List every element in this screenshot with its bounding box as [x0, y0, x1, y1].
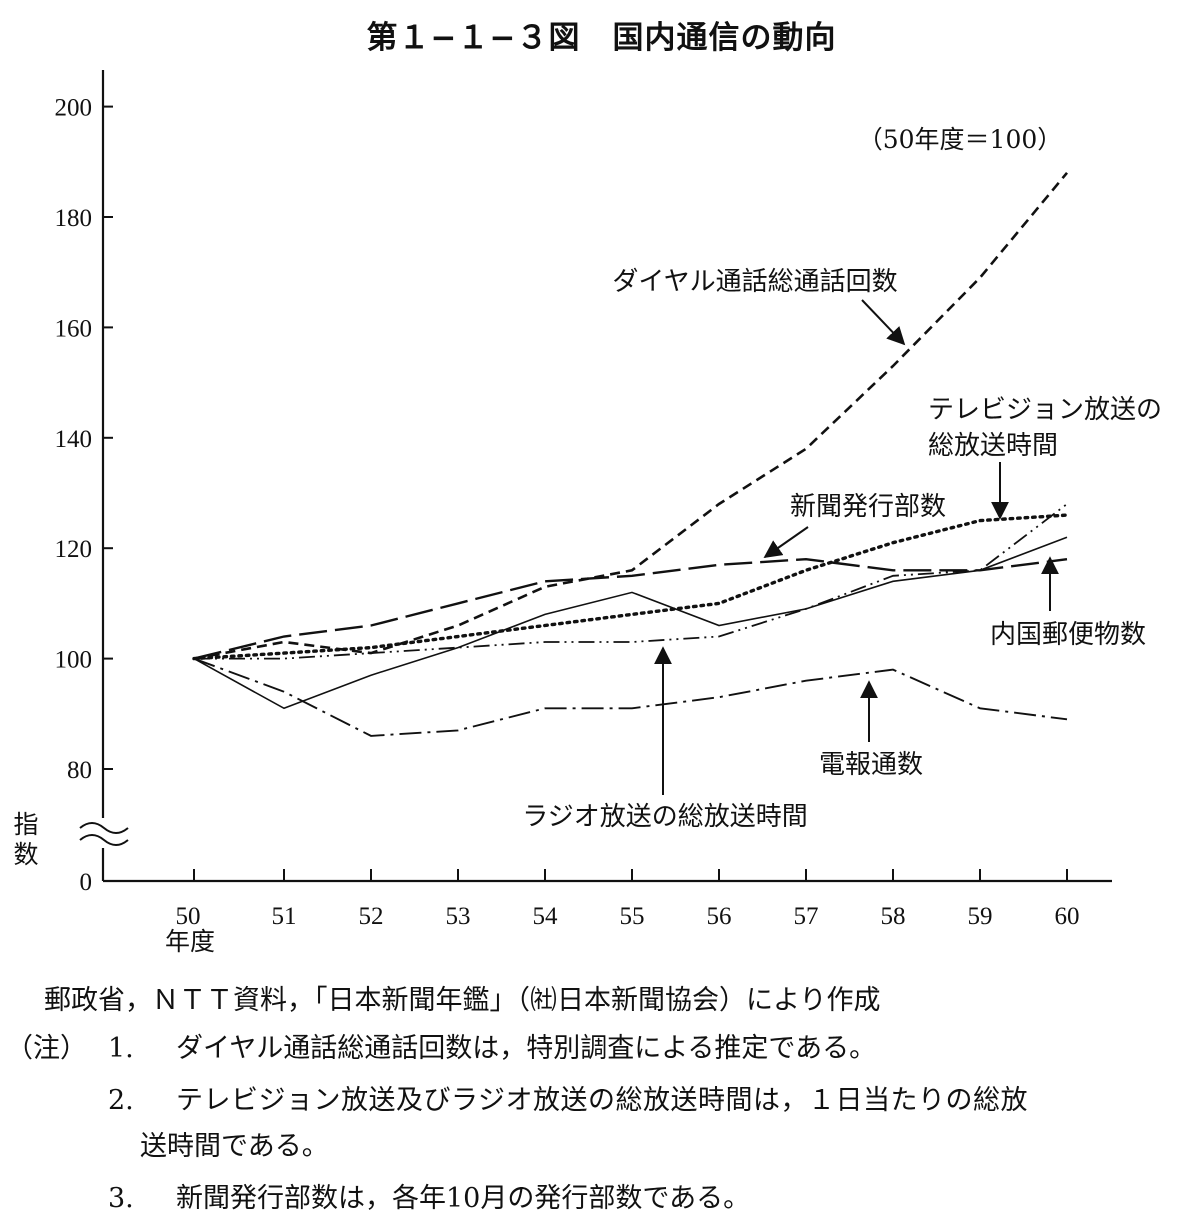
- note-2-continuation: 送時間である。: [140, 1131, 329, 1162]
- series-label-6: 電報通数: [819, 750, 923, 780]
- series-line-4: [193, 536, 1068, 710]
- x-tick-label-57: 57: [794, 903, 819, 930]
- note-3-number: 3.: [108, 1183, 134, 1214]
- series-line-5: [194, 503, 1068, 660]
- x-tick-label-51: 51: [272, 903, 297, 930]
- note-3-text: 新聞発行部数は，各年10月の発行部数である。: [176, 1183, 751, 1214]
- series-label-4: 内国郵便物数: [990, 620, 1146, 650]
- series-label-1: ダイヤル通話総通話回数: [612, 267, 897, 297]
- series-label-3-arrow: [763, 526, 809, 559]
- x-tick-label-60: 60: [1055, 903, 1080, 930]
- series-label-1-arrow: [861, 299, 906, 346]
- series-line-2: [192, 513, 1069, 661]
- series-line-1: [193, 171, 1069, 660]
- y-axis-label-char-2: 数: [13, 840, 38, 869]
- y-axis-label-char-1: 指: [13, 810, 38, 839]
- y-tick-label-80: 80: [67, 757, 92, 784]
- note-2-text: テレビジョン放送及びラジオ放送の総放送時間は，１日当たりの総放: [176, 1085, 1028, 1116]
- y-tick-label-180: 180: [55, 205, 93, 232]
- chart-title: 第１−１−３図 国内通信の動向: [366, 20, 837, 56]
- series-label-2-line-1: テレビジョン放送の: [928, 395, 1162, 425]
- unit-note: （50年度＝100）: [858, 125, 1063, 154]
- x-tick-label-54: 54: [533, 903, 559, 930]
- y-tick-label-200: 200: [55, 95, 93, 122]
- x-tick-label-53: 53: [446, 903, 471, 930]
- axis-break-wave-top: [79, 822, 129, 834]
- x-tick-label-55: 55: [620, 903, 645, 930]
- x-axis-label: 年度: [165, 927, 215, 956]
- series-label-2-line-2: 総放送時間: [928, 431, 1058, 461]
- note-1-text: ダイヤル通話総通話回数は，特別調査による推定である。: [176, 1033, 877, 1064]
- y-tick-label-120: 120: [55, 536, 93, 563]
- axis-break-wave-bottom: [79, 834, 129, 846]
- y-tick-label-0: 0: [80, 869, 93, 896]
- axis-break-gap: [99, 818, 107, 848]
- y-tick-label-160: 160: [55, 315, 93, 342]
- note-2-number: 2.: [108, 1085, 134, 1116]
- line-chart: 0 80 100 120 140 160 180 200 50 51 52 53 54 55 56 57 58 5…: [13, 70, 1162, 956]
- y-tick-label-100: 100: [55, 647, 93, 674]
- source-note: 郵政省，ＮＴＴ資料，「日本新聞年鑑」（㈳日本新聞協会）により作成: [44, 985, 881, 1016]
- series-line-3: [193, 557, 1068, 660]
- series-line-6: [193, 657, 1068, 737]
- series-label-5: ラジオ放送の総放送時間: [522, 802, 807, 832]
- x-tick-label-59: 59: [968, 903, 993, 930]
- x-tick-label-58: 58: [881, 903, 906, 930]
- x-tick-label-52: 52: [359, 903, 384, 930]
- x-tick-label-56: 56: [707, 903, 732, 930]
- note-label: （注）: [6, 1033, 87, 1064]
- note-1-number: 1.: [108, 1033, 134, 1064]
- series-label-3: 新聞発行部数: [790, 492, 946, 522]
- y-tick-label-140: 140: [55, 426, 93, 453]
- x-tick-label-50: 50: [176, 903, 201, 930]
